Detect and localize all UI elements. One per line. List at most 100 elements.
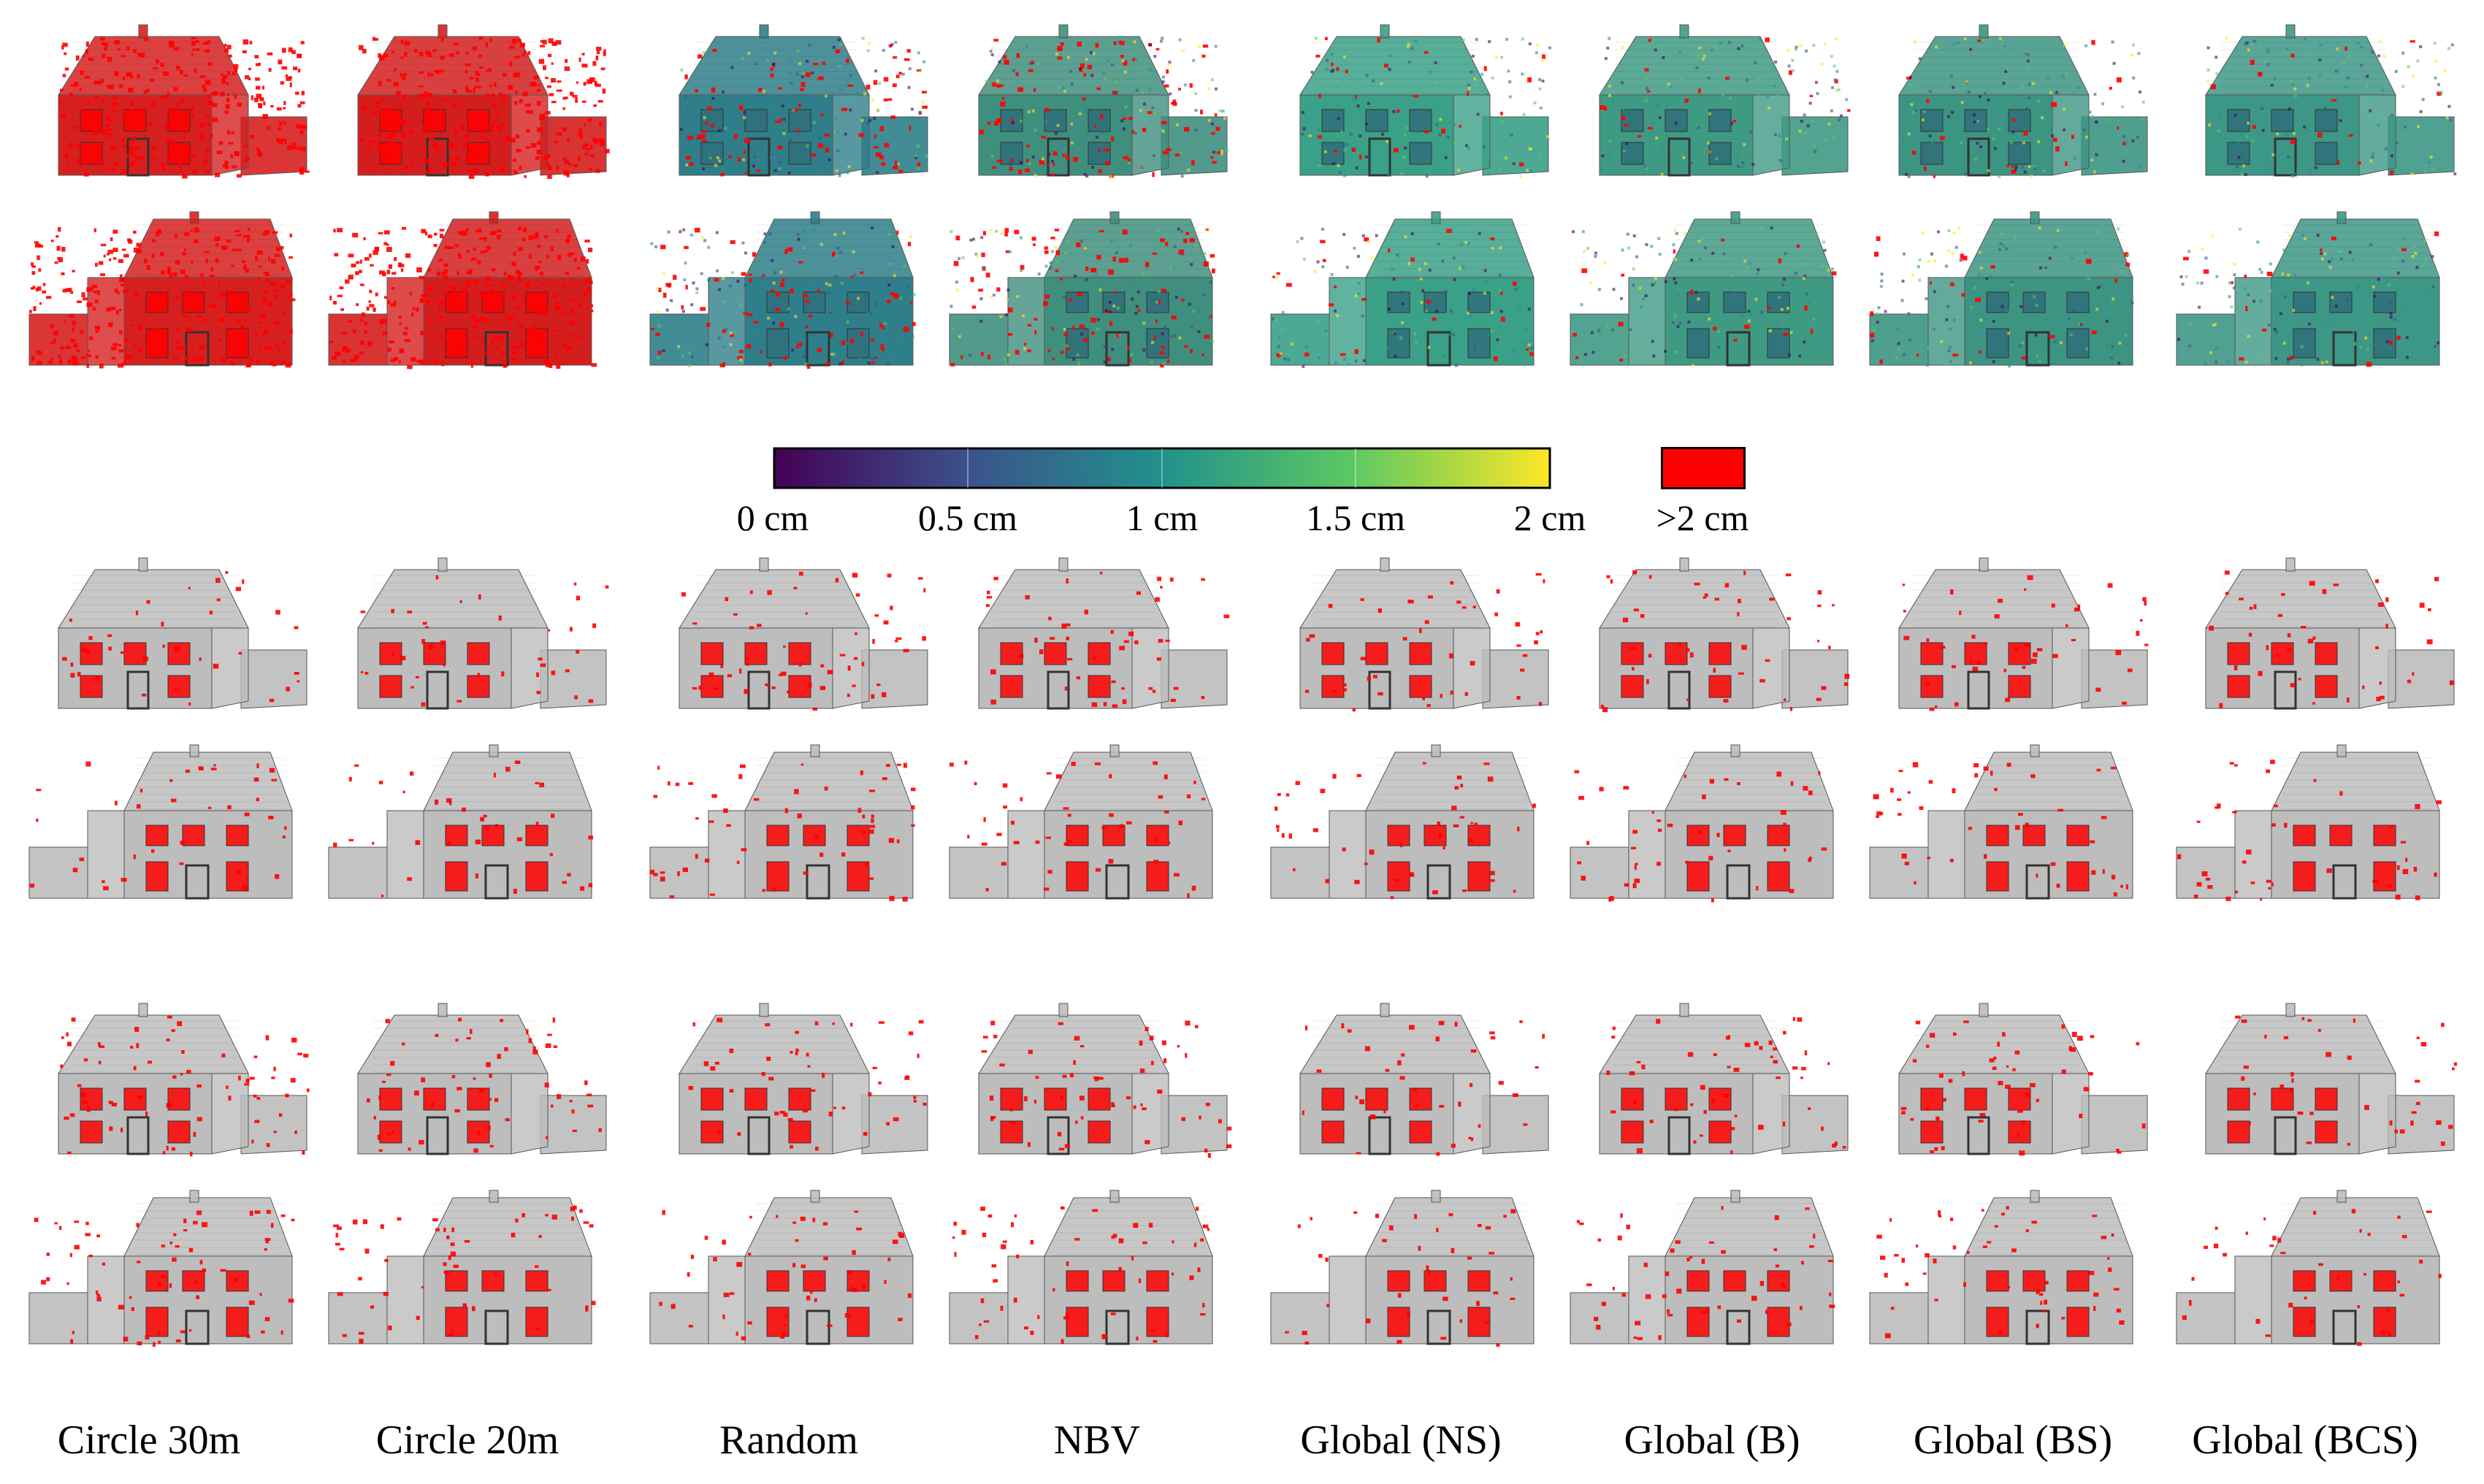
house-render: [328, 211, 597, 370]
house-render: [978, 557, 1230, 710]
house-render: [58, 557, 307, 710]
reconstruction-thumbnail: [2177, 22, 2457, 197]
reconstruction-thumbnail: [650, 22, 928, 197]
house-render: [2176, 211, 2440, 367]
reconstruction-thumbnail: [28, 744, 307, 920]
column-label: Random: [719, 1418, 858, 1463]
house-render: [2205, 1003, 2457, 1155]
overflow-swatch: [1661, 447, 1746, 489]
reconstruction-thumbnail: [649, 1190, 928, 1366]
reconstruction-thumbnail: [1570, 211, 1848, 387]
house-render: [978, 24, 1229, 178]
house-render: [1869, 211, 2134, 368]
house-render: [649, 744, 916, 902]
reconstruction-thumbnail: [328, 744, 606, 920]
house-render: [28, 744, 293, 900]
colorbar-tick: 1 cm: [1126, 497, 1199, 538]
house-render: [1869, 744, 2133, 900]
house-render: [649, 1190, 914, 1345]
house-render: [357, 1003, 607, 1155]
colorbar-tick: 0 cm: [736, 497, 809, 538]
reconstruction-thumbnail: [329, 22, 610, 197]
reconstruction-thumbnail: [949, 555, 1230, 730]
reconstruction-thumbnail: [1570, 22, 1851, 197]
house-render: [679, 24, 928, 177]
reconstruction-thumbnail: [649, 211, 928, 387]
house-render: [1270, 744, 1536, 900]
house-render: [1270, 1190, 1535, 1347]
house-render: [1898, 24, 2148, 178]
column-label: Global (NS): [1300, 1418, 1502, 1463]
column-label: NBV: [1053, 1418, 1141, 1463]
house-render: [679, 557, 928, 711]
reconstruction-thumbnail: [949, 1190, 1227, 1366]
house-render: [357, 24, 610, 179]
house-render: [1299, 557, 1549, 712]
reconstruction-thumbnail: [1870, 1001, 2148, 1176]
reconstruction-thumbnail: [1869, 744, 2147, 920]
reconstruction-thumbnail: [28, 1190, 307, 1366]
house-render: [1270, 211, 1535, 368]
reconstruction-thumbnail: [949, 211, 1227, 387]
house-render: [949, 744, 1213, 900]
house-render: [328, 1190, 596, 1345]
reconstruction-thumbnail: [1570, 1190, 1848, 1366]
reconstruction-thumbnail: [1270, 744, 1548, 920]
house-render: [679, 1003, 928, 1155]
reconstruction-thumbnail: [329, 555, 609, 730]
house-render: [949, 211, 1215, 368]
reconstruction-thumbnail: [1570, 744, 1848, 920]
reconstruction-thumbnail: [1870, 555, 2149, 730]
house-render: [1599, 557, 1850, 713]
reconstruction-thumbnail: [1271, 1001, 1549, 1176]
column-label: Global (BCS): [2192, 1418, 2418, 1463]
house-render: [1299, 24, 1551, 178]
reconstruction-thumbnail: [328, 211, 606, 387]
reconstruction-thumbnail: [29, 22, 310, 197]
house-render: [1570, 1190, 1835, 1345]
reconstruction-thumbnail: [1270, 1190, 1548, 1366]
house-render: [949, 1190, 1213, 1345]
house-render: [1898, 1003, 2148, 1156]
column-label: Circle 30m: [57, 1418, 241, 1463]
house-render: [2176, 744, 2442, 901]
reconstruction-thumbnail: [1270, 211, 1548, 387]
column-label: Global (BS): [1913, 1418, 2113, 1463]
reconstruction-thumbnail: [2177, 1001, 2457, 1176]
house-render: [58, 24, 310, 179]
reconstruction-thumbnail: [649, 744, 928, 920]
house-render: [1599, 24, 1851, 177]
house-render: [1299, 1003, 1549, 1156]
column-label: Circle 20m: [375, 1418, 559, 1463]
house-render: [28, 211, 296, 369]
house-render: [649, 211, 916, 369]
house-render: [28, 1190, 295, 1347]
reconstruction-thumbnail: [1570, 1001, 1849, 1176]
house-render: [2176, 1190, 2442, 1346]
reconstruction-thumbnail: [1869, 211, 2147, 387]
house-render: [2205, 557, 2455, 710]
house-render: [1570, 744, 1834, 903]
reconstruction-thumbnail: [1271, 22, 1551, 197]
reconstruction-thumbnail: [1870, 22, 2148, 197]
reconstruction-thumbnail: [650, 555, 928, 730]
reconstruction-thumbnail: [2176, 211, 2454, 387]
reconstruction-thumbnail: [29, 1001, 310, 1176]
reconstruction-thumbnail: [1271, 555, 1549, 730]
reconstruction-thumbnail: [949, 744, 1227, 920]
house-render: [1869, 1190, 2133, 1345]
colorbar-tick: 1.5 cm: [1305, 497, 1406, 538]
colorbar-tick: 0.5 cm: [917, 497, 1018, 538]
reconstruction-thumbnail: [329, 1001, 607, 1176]
reconstruction-thumbnail: [328, 1190, 606, 1366]
house-render: [978, 1003, 1232, 1158]
house-render: [357, 557, 609, 710]
reconstruction-thumbnail: [949, 22, 1229, 197]
overflow-label: >2 cm: [1656, 497, 1749, 538]
house-render: [1570, 211, 1837, 367]
house-render: [58, 1003, 310, 1157]
reconstruction-thumbnail: [1570, 555, 1850, 730]
colorbar-tick: 2 cm: [1513, 497, 1586, 538]
house-render: [1599, 1003, 1849, 1155]
